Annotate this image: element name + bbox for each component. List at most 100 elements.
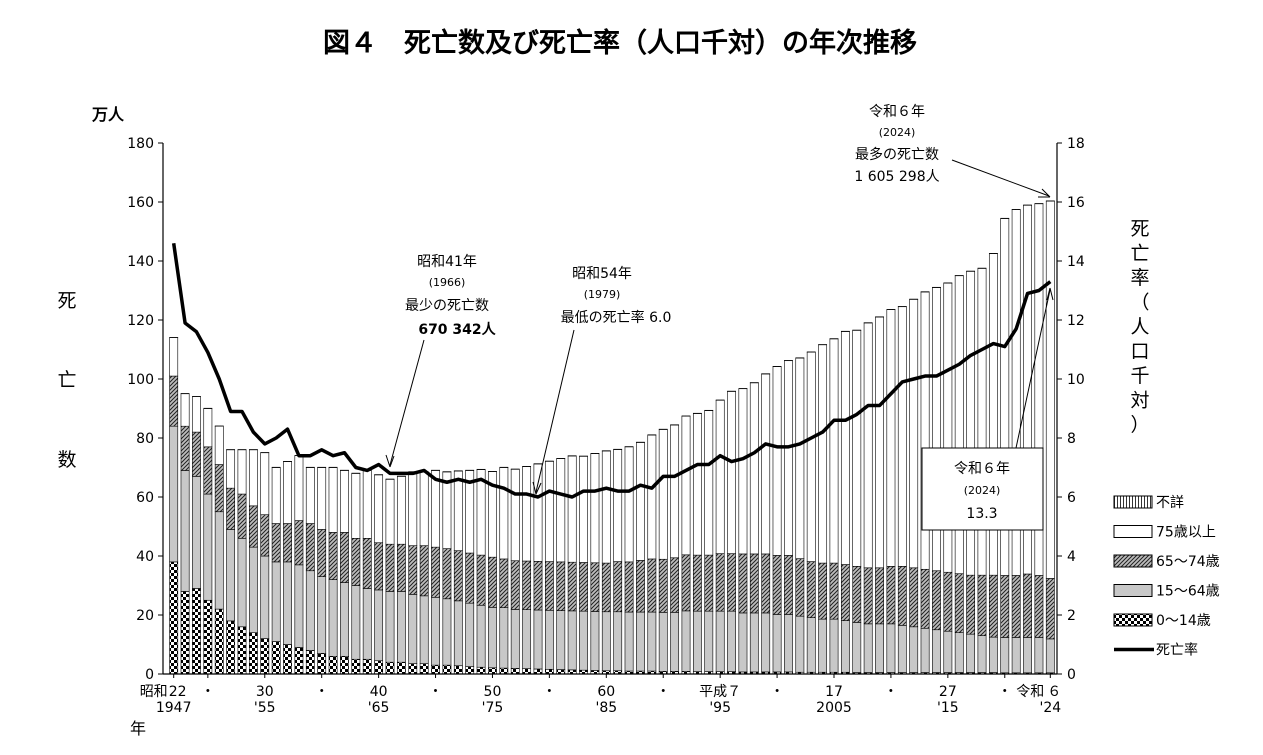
bar-age-75-plus [863, 322, 873, 569]
bar-age-0-14 [248, 632, 258, 675]
bar-age-0-14 [351, 658, 361, 675]
bar-age-75-plus [419, 471, 429, 546]
bar-age-15-64 [294, 564, 304, 648]
bar-age-0-14 [385, 661, 395, 675]
bar-age-65-74 [692, 554, 702, 612]
bar-age-65-74 [636, 560, 645, 613]
bar-age-0-14 [453, 665, 463, 675]
left-tick-label: 100 [127, 372, 154, 388]
bar-age-0-14 [362, 658, 372, 675]
bar-age-0-14 [305, 650, 315, 675]
bar-age-75-plus [522, 466, 532, 562]
x-axis-label: 年 [130, 719, 146, 738]
x-tick-label-top: ・ [656, 684, 670, 700]
bar-age-15-64 [453, 600, 463, 667]
bar-age-15-64 [362, 588, 372, 660]
bar-age-15-64 [897, 625, 907, 673]
bar-age-65-74 [431, 546, 440, 598]
left-axis-label: 死亡数 [57, 290, 76, 471]
annotation-max-deaths-arrow [951, 159, 1050, 197]
bar-age-65-74 [169, 375, 179, 427]
bar-age-65-74 [567, 561, 577, 612]
left-tick-label: 120 [127, 313, 154, 329]
bar-age-75-plus [795, 357, 805, 559]
bar-age-65-74 [966, 574, 976, 635]
bar-age-0-14 [294, 647, 304, 675]
x-tick-label-top: 40 [370, 684, 388, 700]
bar-age-15-64 [476, 604, 486, 668]
bar-age-15-64 [966, 633, 976, 673]
x-tick-label-top: ・ [884, 684, 898, 700]
bar-age-0-14 [317, 653, 327, 675]
bar-age-15-64 [772, 614, 782, 673]
bar-age-75-plus [544, 461, 554, 562]
bar-age-65-74 [453, 550, 463, 602]
bar-age-65-74 [886, 566, 896, 625]
bar-age-15-64 [328, 579, 338, 657]
bar-age-0-14 [374, 660, 384, 675]
bar-age-65-74 [328, 532, 338, 580]
bar-age-15-64 [1023, 637, 1032, 674]
bar-age-65-74 [237, 493, 247, 539]
bar-age-75-plus [248, 449, 258, 507]
bar-age-65-74 [317, 529, 327, 577]
bar-age-0-14 [522, 668, 532, 675]
bar-age-75-plus [305, 467, 315, 524]
death-rate-line [171, 243, 1052, 499]
bar-age-15-64 [248, 546, 258, 634]
annotation-max-deaths-era: 令和６年 [869, 104, 925, 120]
bar-age-15-64 [977, 635, 987, 673]
bar-age-75-plus [829, 338, 839, 564]
bar-age-0-14 [260, 638, 270, 675]
bar-age-65-74 [362, 537, 372, 589]
bar-age-65-74 [840, 564, 850, 621]
bar-age-15-64 [499, 607, 509, 669]
x-tick-label-top: ・ [998, 684, 1012, 700]
bar-age-65-74 [1045, 578, 1055, 640]
bar-age-15-64 [226, 529, 236, 622]
annotation-rate-2024-era: 令和６年 [954, 461, 1010, 477]
bar-age-15-64 [590, 611, 600, 671]
bar-age-15-64 [237, 537, 247, 628]
bar-age-15-64 [169, 425, 179, 563]
x-tick-label-top: 27 [939, 684, 957, 700]
bar-age-75-plus [727, 391, 736, 554]
legend-swatch-age-75-plus [1113, 525, 1153, 538]
bar-age-0-14 [340, 655, 349, 675]
bar-age-15-64 [738, 612, 748, 673]
bar-age-65-74 [522, 560, 532, 610]
bar-age-15-64 [624, 611, 634, 672]
bar-age-15-64 [180, 470, 190, 592]
bar-age-65-74 [283, 523, 292, 563]
bar-age-65-74 [351, 537, 361, 586]
bar-age-15-64 [408, 594, 418, 664]
x-tick-label-bottom: '24 [1039, 700, 1061, 716]
rate-line-group [171, 243, 1052, 499]
bar-age-75-plus [601, 450, 611, 564]
bar-age-0-14 [226, 620, 236, 675]
bar-age-75-plus [875, 316, 884, 569]
bar-age-65-74 [875, 567, 884, 625]
right-tick-label: 2 [1067, 608, 1076, 624]
bar-age-15-64 [692, 610, 702, 672]
bar-age-15-64 [784, 614, 793, 673]
x-tick-label-bottom: '75 [482, 700, 504, 716]
bar-age-65-74 [738, 553, 748, 614]
bar-age-75-plus [510, 468, 520, 562]
x-tick-era: 昭和 [140, 684, 168, 700]
bar-age-15-64 [920, 627, 930, 673]
bar-age-0-14 [465, 666, 475, 675]
annotation-max-deaths-arrowhead [1038, 188, 1051, 198]
left-tick-label: 40 [136, 549, 154, 565]
bar-age-15-64 [704, 610, 714, 672]
bar-age-75-plus [681, 415, 691, 556]
bar-age-65-74 [954, 573, 964, 634]
right-axis-label-char: 死 [1130, 218, 1149, 240]
bar-age-65-74 [556, 561, 566, 611]
bar-age-65-74 [305, 523, 315, 572]
annotation-rate-2024-year: (2024) [964, 484, 1001, 497]
x-tick-label-top: ・ [315, 684, 329, 700]
right-tick-label: 4 [1067, 549, 1076, 565]
